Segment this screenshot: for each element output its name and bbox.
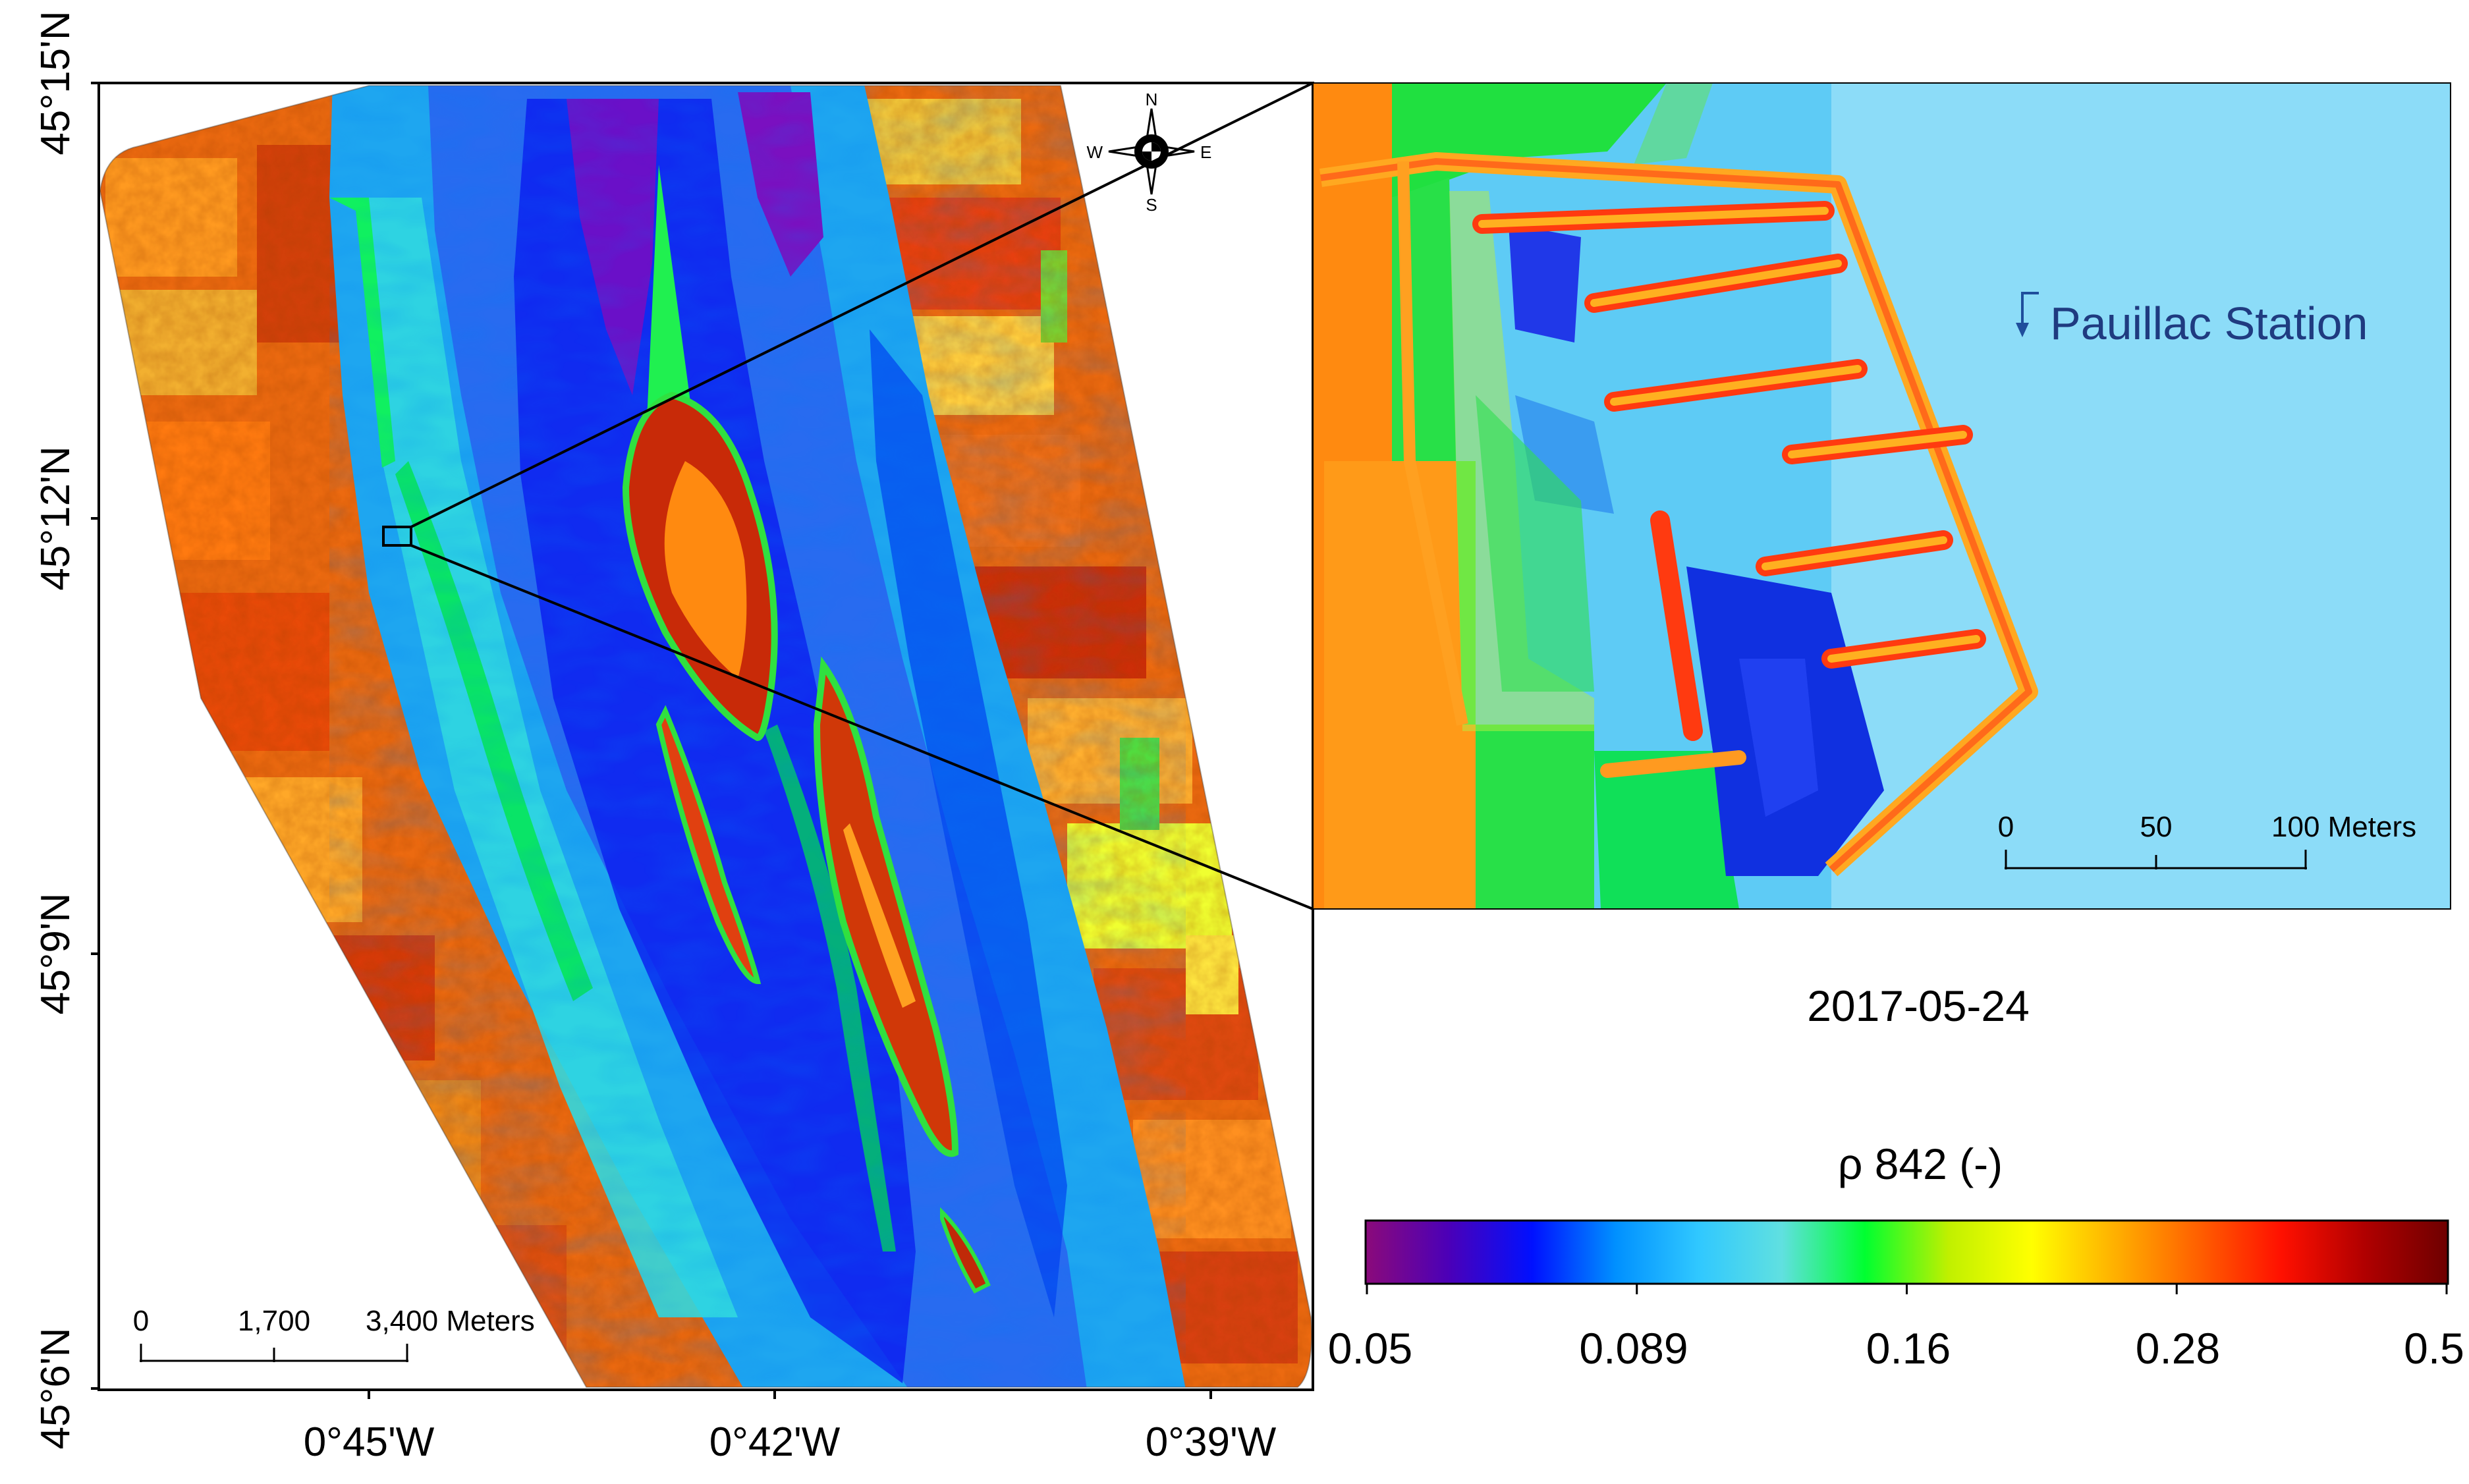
main-map: 45°15'N 45°12'N 45°9'N 45°6'N 0°45'W 0°4… (33, 11, 1314, 1465)
station-annotation: Pauillac Station (2016, 292, 2368, 349)
islands (622, 165, 991, 1294)
lon-label-2: 0°42'W (709, 1419, 841, 1465)
inset-map: Pauillac Station 0 50 100 Meters (1312, 82, 2451, 910)
main-scale-tick-1: 1,700 (238, 1305, 310, 1337)
colorbar-gradient (1364, 1219, 2449, 1285)
latitude-axis: 45°15'N 45°12'N 45°9'N 45°6'N (33, 11, 99, 1449)
inset-scale-tick-0: 0 (1998, 811, 2014, 843)
inset-locator-box (382, 526, 412, 547)
colorbar-tick-label-4: 0.5 (2404, 1324, 2464, 1373)
inset-scale-bar: 0 50 100 Meters (1998, 811, 2416, 869)
lon-label-3: 0°39'W (1146, 1419, 1277, 1465)
compass-n: N (1146, 90, 1158, 109)
lat-label-1: 45°15'N (33, 11, 78, 155)
compass-rose-icon: N S E W (1086, 90, 1211, 215)
main-scale-bar: 0 1,700 3,400 Meters (133, 1305, 535, 1362)
inset-connectors (410, 82, 1314, 910)
inset-scale-tick-1: 50 (2140, 811, 2173, 843)
inset-frame (1312, 82, 2451, 910)
colorbar-ticks (1366, 1284, 2448, 1294)
colorbar-tick-label-1: 0.089 (1579, 1324, 1688, 1373)
lat-label-3: 45°9'N (33, 893, 78, 1015)
longitude-axis: 0°45'W 0°42'W 0°39'W (304, 1390, 1277, 1465)
colorbar-tick-label-3: 0.28 (2136, 1324, 2220, 1373)
station-label: Pauillac Station (2050, 298, 2368, 349)
colorbar-tick-label-0: 0.05 (1328, 1324, 1412, 1373)
main-scale-tick-0: 0 (133, 1305, 149, 1337)
colorbar-title: ρ 842 (-) (1838, 1140, 2003, 1188)
compass-s: S (1146, 195, 1157, 215)
compass-e: E (1200, 142, 1211, 162)
lat-label-4: 45°6'N (33, 1328, 78, 1450)
inset-scale-tick-2: 100 Meters (2271, 811, 2416, 843)
lat-label-2: 45°12'N (33, 446, 78, 590)
colorbar: ρ 842 (-) 0.05 0.089 0.16 0.28 0.5 (1328, 1140, 2464, 1373)
main-scale-tick-2: 3,400 Meters (366, 1305, 535, 1337)
date-label: 2017-05-24 (1807, 981, 2030, 1030)
compass-w: W (1086, 142, 1103, 162)
satellite-scene (100, 86, 1312, 1387)
colorbar-tick-label-2: 0.16 (1866, 1324, 1951, 1373)
lon-label-1: 0°45'W (304, 1419, 435, 1465)
